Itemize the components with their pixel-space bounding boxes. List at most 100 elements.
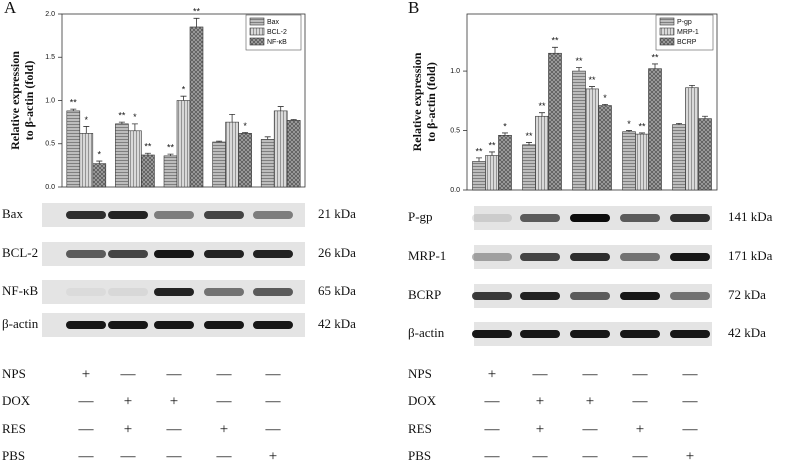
bar (672, 124, 686, 191)
blot-band (620, 330, 660, 338)
treatment-mark: — (682, 393, 699, 409)
blot-band (66, 288, 106, 296)
error-bar (193, 17, 200, 27)
legend-swatch (659, 27, 675, 36)
treatment-mark: + (269, 448, 277, 464)
blot-band (570, 330, 610, 338)
treatment-label: RES (2, 421, 26, 436)
legend-label: MRP-1 (677, 29, 699, 36)
y-tick-label: 0.5 (450, 127, 460, 134)
treatment-mark: — (632, 393, 649, 409)
error-bar (639, 132, 645, 135)
bar (535, 115, 549, 191)
blot-band (253, 321, 293, 329)
treatment-mark: — (582, 421, 599, 437)
blot-label: BCL-2 (2, 245, 38, 260)
blot-band (154, 288, 194, 296)
y-axis-label: to β-actin (fold) (424, 62, 438, 142)
blot-band (204, 321, 244, 329)
bar (79, 133, 94, 188)
blot-band (108, 211, 148, 219)
bar (260, 139, 275, 188)
blot-band (154, 321, 194, 329)
treatment-label: NPS (2, 366, 26, 381)
legend-swatch (659, 37, 675, 46)
significance: * (85, 115, 89, 125)
bar (66, 110, 81, 188)
error-bar (602, 103, 608, 106)
bar (585, 88, 599, 191)
blot-size: 171 kDa (728, 248, 773, 263)
significance: ** (538, 101, 546, 111)
error-bar (264, 136, 271, 140)
treatment-mark: + (124, 393, 132, 409)
error-bar (216, 140, 223, 143)
legend-label: BCRP (677, 39, 697, 46)
blot-band (66, 250, 106, 258)
treatment-mark: + (536, 393, 544, 409)
blot-size: 42 kDa (728, 325, 766, 340)
legend-swatch (659, 17, 675, 26)
legend-label: NF-κB (267, 39, 287, 46)
error-bar (502, 132, 508, 136)
blot-band (520, 214, 560, 222)
treatment-mark: + (488, 366, 496, 382)
treatment-mark: — (216, 393, 233, 409)
bar (176, 100, 191, 188)
legend-label: BCL-2 (267, 29, 287, 36)
bar (273, 110, 288, 188)
blot-band (670, 292, 710, 300)
treatment-mark: — (78, 448, 95, 464)
y-tick-label: 0.5 (45, 141, 55, 148)
bar (685, 87, 699, 191)
error-bar (229, 113, 236, 123)
bar (472, 161, 486, 191)
significance: * (503, 121, 507, 131)
significance: * (243, 121, 247, 131)
significance: ** (488, 140, 496, 150)
panel-letter: A (4, 0, 17, 17)
treatment-mark: — (216, 448, 233, 464)
treatment-mark: — (682, 366, 699, 382)
error-bar (96, 160, 103, 164)
blot-band (472, 214, 512, 222)
treatment-label: DOX (2, 393, 31, 408)
blot-band (570, 253, 610, 261)
blot-label: MRP-1 (408, 248, 446, 263)
significance: ** (588, 75, 596, 85)
treatment-mark: — (484, 393, 501, 409)
significance: ** (167, 143, 175, 153)
bar (648, 68, 662, 191)
bar (622, 131, 636, 191)
treatment-mark: — (265, 393, 282, 409)
blot-label: Bax (2, 206, 23, 221)
error-bar (290, 119, 297, 121)
y-tick-label: 1.0 (450, 68, 460, 75)
y-tick-label: 0.0 (450, 187, 460, 194)
blot-band (670, 330, 710, 338)
treatment-mark: + (82, 366, 90, 382)
blot-band (154, 250, 194, 258)
significance: ** (638, 121, 646, 131)
panel-letter: B (408, 0, 419, 17)
bar (698, 118, 712, 191)
error-bar (576, 67, 582, 72)
error-bar (144, 152, 151, 155)
treatment-label: NPS (408, 366, 432, 381)
treatment-label: DOX (408, 393, 437, 408)
treatment-mark: — (532, 448, 549, 464)
blot-band (108, 288, 148, 296)
error-bar (242, 132, 249, 134)
blot-band (472, 292, 512, 300)
bar (238, 133, 252, 188)
blot-band (204, 288, 244, 296)
treatment-mark: — (78, 393, 95, 409)
error-bar (689, 84, 695, 88)
bar (92, 163, 107, 188)
treatment-mark: + (170, 393, 178, 409)
bar (286, 120, 301, 188)
blot-label: β-actin (2, 316, 39, 331)
treatment-label: RES (408, 421, 432, 436)
treatment-mark: + (536, 421, 544, 437)
blot-band (154, 211, 194, 219)
